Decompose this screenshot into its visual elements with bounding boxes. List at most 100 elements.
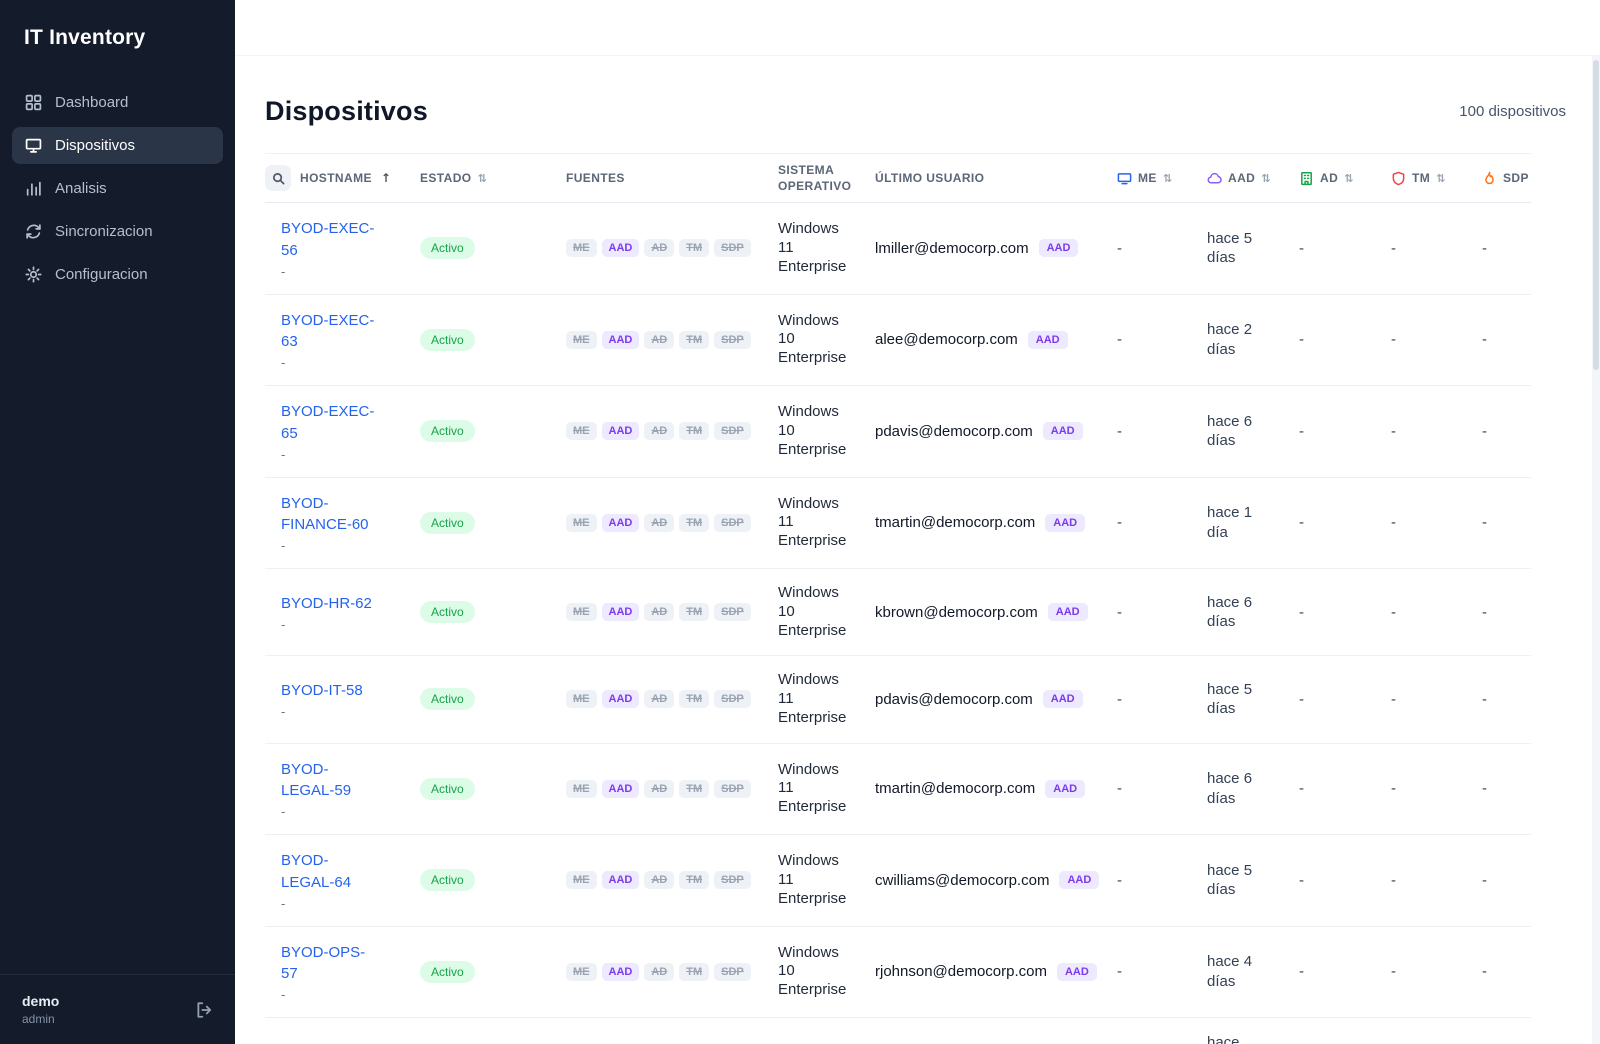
column-header-ad[interactable]: AD ⇅ <box>1299 171 1391 186</box>
last-user-email: kbrown@democorp.com <box>875 603 1038 621</box>
status-badge: Activo <box>420 688 475 711</box>
logout-icon[interactable] <box>195 1001 213 1019</box>
aad-cell: hace 4 días <box>1207 953 1253 990</box>
column-header-sdp[interactable]: SDP <box>1482 171 1531 186</box>
sidebar-item-label: Configuracion <box>55 266 148 283</box>
column-label: FUENTES <box>566 171 625 185</box>
tm-cell: - <box>1391 331 1396 349</box>
table-row[interactable]: BYOD-LEGAL-64 - Activo ME AAD AD TM SDP Wind… <box>265 835 1531 927</box>
hostname-link[interactable]: BYOD-IT-58 <box>281 682 363 699</box>
sort-icon: ⇅ <box>477 171 488 185</box>
source-badge-sdp: SDP <box>714 513 751 532</box>
table-row[interactable]: BYOD-OPS-57 - Activo ME AAD AD TM SDP Window… <box>265 927 1531 1018</box>
status-badge: Activo <box>420 601 475 624</box>
hostname-link[interactable]: BYOD-EXEC-63 <box>281 311 375 351</box>
table-row[interactable]: BYOD-EXEC-56 - Activo ME AAD AD TM SDP Windo… <box>265 203 1531 295</box>
column-header-tm[interactable]: TM ⇅ <box>1391 171 1482 186</box>
table-row[interactable]: BYOD-FINANCE-60 - Activo ME AAD AD TM SDP Wi… <box>265 478 1531 569</box>
last-user-email: rjohnson@democorp.com <box>875 963 1047 981</box>
source-badge-tm: TM <box>679 239 710 258</box>
me-cell: - <box>1117 239 1122 257</box>
hostname-link[interactable]: BYOD-HR-62 <box>281 594 372 612</box>
column-label: AAD <box>1228 171 1256 185</box>
hostname-link[interactable]: BYOD-EXEC-65 <box>281 403 375 442</box>
ad-cell: - <box>1299 780 1304 798</box>
source-badge-sdp: SDP <box>714 871 751 890</box>
sort-asc-icon: ↑ <box>380 171 392 185</box>
column-header-hostname[interactable]: HOSTNAME ↑ <box>265 165 420 191</box>
column-header-aad[interactable]: AAD ⇅ <box>1207 171 1299 186</box>
source-badge-aad: AAD <box>601 513 640 532</box>
source-badge-aad: AAD <box>601 239 640 258</box>
table-row[interactable]: BYOD-HR-62 - Activo ME AAD AD TM SDP Windows… <box>265 569 1531 657</box>
topbar <box>235 0 1600 56</box>
source-badge-tm: TM <box>679 962 710 981</box>
source-badge-sdp: SDP <box>714 239 751 258</box>
aad-cell: hace 6 días <box>1207 593 1253 631</box>
aad-cell: hace 1 día <box>1207 504 1253 541</box>
user-role: admin <box>22 1012 55 1026</box>
source-badge-ad: AD <box>644 871 675 890</box>
sidebar-item-label: Dispositivos <box>55 137 136 154</box>
column-header-me[interactable]: ME ⇅ <box>1117 171 1207 186</box>
tm-cell: - <box>1391 963 1396 981</box>
sidebar-item-configuracion[interactable]: Configuracion <box>12 256 223 293</box>
source-badge-sdp: SDP <box>714 603 751 622</box>
source-badge-ad: AD <box>644 422 675 441</box>
sidebar-item-analisis[interactable]: Analisis <box>12 170 223 207</box>
status-badge: Activo <box>420 869 475 892</box>
search-icon[interactable] <box>265 165 291 191</box>
table-row[interactable]: BYOD-IT-58 - Activo ME AAD AD TM SDP Windows… <box>265 656 1531 744</box>
sdp-cell: - <box>1482 871 1487 889</box>
sidebar-user-section: demo admin <box>0 974 235 1044</box>
column-header-estado[interactable]: ESTADO ⇅ <box>420 171 566 185</box>
last-user-email: lmiller@democorp.com <box>875 239 1029 257</box>
source-badge-me: ME <box>566 239 597 258</box>
tm-cell: - <box>1391 603 1396 621</box>
sidebar-item-dispositivos[interactable]: Dispositivos <box>12 127 223 164</box>
source-badge-tm: TM <box>679 513 710 532</box>
status-badge: Activo <box>420 960 475 983</box>
table-row[interactable]: BYOD-EXEC-65 - Activo ME AAD AD TM SDP Windo… <box>265 386 1531 478</box>
me-cell: - <box>1117 780 1122 798</box>
source-badge-aad: AAD <box>601 330 640 349</box>
source-badge-ad: AD <box>644 513 675 532</box>
source-badge-ad: AD <box>644 779 675 798</box>
hostname-subtext: - <box>281 263 286 279</box>
scrollbar-thumb[interactable] <box>1593 60 1599 370</box>
status-badge: Activo <box>420 420 475 443</box>
source-badge-aad: AAD <box>601 690 640 709</box>
table-row[interactable]: BYOD-LEGAL-59 - Activo ME AAD AD TM SDP Wind… <box>265 744 1531 835</box>
me-cell: - <box>1117 422 1122 440</box>
hostname-link[interactable]: BYOD-FINANCE-60 <box>281 494 369 534</box>
table-header: HOSTNAME ↑ ESTADO ⇅ FUENTES SISTEMA OPER… <box>265 153 1531 203</box>
source-badge-me: ME <box>566 513 597 532</box>
tm-cell: - <box>1391 780 1396 798</box>
sidebar-item-sincronizacion[interactable]: Sincronizacion <box>12 213 223 250</box>
column-label: ÚLTIMO USUARIO <box>875 171 985 185</box>
hostname-subtext: - <box>281 703 286 719</box>
hostname-link[interactable]: BYOD-EXEC-56 <box>281 220 375 259</box>
sidebar-item-dashboard[interactable]: Dashboard <box>12 84 223 121</box>
ad-cell: - <box>1299 422 1304 440</box>
hostname-link[interactable]: BYOD-OPS-57 <box>281 943 366 983</box>
aad-cell: hace 5 días <box>1207 229 1253 267</box>
flame-icon <box>1482 171 1497 186</box>
hostname-link[interactable]: BYOD-LEGAL-59 <box>281 760 352 800</box>
source-badge-sdp: SDP <box>714 962 751 981</box>
last-user-email: cwilliams@democorp.com <box>875 871 1050 889</box>
scrollbar[interactable] <box>1592 56 1600 1044</box>
column-header-ultimo-usuario: ÚLTIMO USUARIO <box>875 171 1117 185</box>
bar-chart-icon <box>25 180 42 197</box>
sdp-cell: - <box>1482 780 1487 798</box>
table-row[interactable]: BYOD-EXEC-63 - Activo ME AAD AD TM SDP Windo… <box>265 295 1531 386</box>
user-source-badge: AAD <box>1047 603 1088 622</box>
source-badge-tm: TM <box>679 330 710 349</box>
source-badges: ME AAD AD TM SDP <box>566 690 778 709</box>
hostname-subtext: - <box>281 355 286 370</box>
sort-icon: ⇅ <box>1162 171 1173 185</box>
hostname-link[interactable]: BYOD-LEGAL-64 <box>281 852 352 891</box>
source-badge-tm: TM <box>679 603 710 622</box>
column-label: AD <box>1320 171 1339 185</box>
